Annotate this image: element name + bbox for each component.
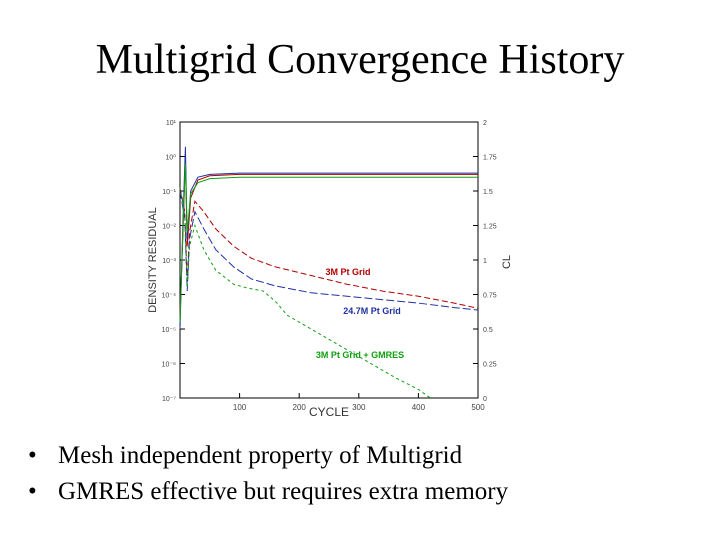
y-left-tick-label: 10⁻² bbox=[162, 224, 176, 231]
y-right-tick-label: 1.25 bbox=[483, 224, 497, 231]
cl-series-line bbox=[179, 163, 478, 323]
y-right-tick-label: 1.5 bbox=[483, 189, 493, 196]
x-tick-label: 400 bbox=[412, 403, 426, 412]
y-left-tick-label: 10¹ bbox=[166, 120, 177, 127]
y-right-tick-label: 2 bbox=[483, 120, 487, 127]
bullet-dot: • bbox=[28, 442, 37, 469]
x-tick-label: 200 bbox=[293, 403, 307, 412]
y-axis-left-label: DENSITY RESIDUAL bbox=[147, 207, 159, 313]
bullet-dot: • bbox=[28, 478, 37, 505]
slide-title: Multigrid Convergence History bbox=[95, 37, 625, 83]
x-tick-label: 300 bbox=[352, 403, 366, 412]
bullet-item: • Mesh independent property of Multigrid bbox=[28, 438, 508, 474]
series-lines bbox=[179, 146, 479, 399]
y-right-tick-label: 0.5 bbox=[483, 327, 493, 334]
y-left-tick-label: 10⁻³ bbox=[162, 258, 176, 265]
bullet-item: • GMRES effective but requires extra memo… bbox=[28, 474, 508, 510]
series-label: 3M Pt Grid + GMRES bbox=[316, 350, 404, 360]
y-left-tick-label: 10⁻⁴ bbox=[162, 293, 177, 300]
y-left-tick-label: 10⁻⁷ bbox=[162, 396, 176, 403]
axis-ticks: 100 200 300 400 500 10⁻⁷ 10⁻⁶ 10⁻⁵ 10⁻⁴ 10⁻³ 10⁻² 1… bbox=[162, 120, 497, 412]
y-right-tick-label: 0.25 bbox=[483, 362, 497, 369]
bullet-list: • Mesh independent property of Multigrid … bbox=[28, 438, 508, 510]
y-right-tick-label: 1 bbox=[483, 258, 487, 265]
y-left-tick-label: 10⁰ bbox=[165, 154, 176, 162]
y-right-tick-label: 0 bbox=[483, 396, 487, 403]
y-right-tick-label: 1.75 bbox=[483, 155, 497, 162]
y-left-tick-label: 10⁻¹ bbox=[162, 189, 176, 196]
y-left-tick-label: 10⁻⁶ bbox=[162, 362, 176, 369]
series-labels: 3M Pt Grid 24.7M Pt Grid 3M Pt Grid + GMRE… bbox=[316, 267, 404, 360]
x-axis-label: CYCLE bbox=[309, 405, 349, 419]
x-tick-label: 500 bbox=[471, 403, 485, 412]
y-right-tick-label: 0.75 bbox=[483, 293, 497, 300]
bullet-text: Mesh independent property of Multigrid bbox=[58, 442, 463, 469]
bullet-text: GMRES effective but requires extra memor… bbox=[58, 478, 509, 505]
series-label: 3M Pt Grid bbox=[325, 267, 370, 277]
residual-series-line bbox=[179, 187, 431, 399]
y-axis-right-label: CL bbox=[501, 255, 513, 269]
chart-background bbox=[132, 92, 522, 427]
y-left-tick-label: 10⁻⁵ bbox=[162, 327, 176, 334]
convergence-chart: 100 200 300 400 500 10⁻⁷ 10⁻⁶ 10⁻⁵ 10⁻⁴ 10⁻³ 10⁻² 1… bbox=[132, 92, 522, 427]
x-tick-label: 100 bbox=[233, 403, 247, 412]
series-label: 24.7M Pt Grid bbox=[343, 306, 401, 316]
